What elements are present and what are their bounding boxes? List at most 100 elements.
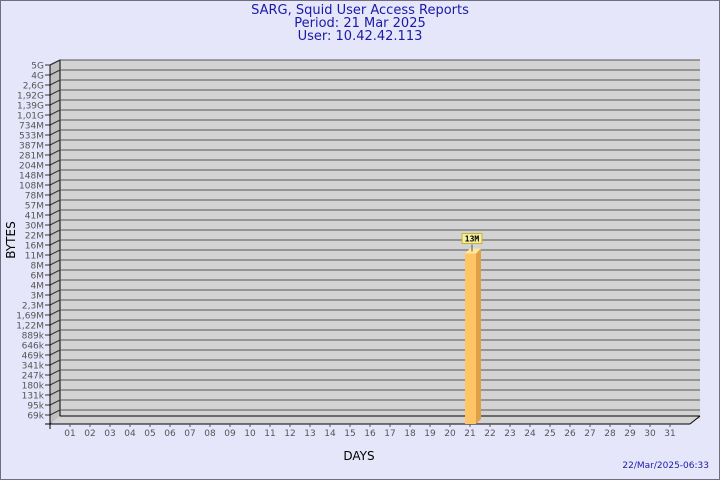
y-tick-label: 204M: [19, 162, 44, 172]
grid-slant: [49, 359, 61, 366]
grid-slant: [49, 239, 61, 246]
y-tick-label: 108M: [19, 182, 44, 192]
grid-slant: [49, 229, 61, 236]
x-tick-label: 22: [484, 429, 495, 439]
y-tick-label: 734M: [19, 122, 44, 132]
x-tick-label: 17: [384, 429, 395, 439]
y-tick-label: 1,92G: [17, 92, 44, 102]
x-tick-label: 06: [164, 429, 176, 439]
y-tick-label: 247k: [22, 372, 45, 382]
x-tick-label: 01: [64, 429, 75, 439]
y-tick-label: 1,39G: [17, 102, 44, 112]
y-tick-label: 2,3M: [22, 302, 44, 312]
grid-slant: [49, 109, 61, 116]
y-tick-label: 5G: [31, 62, 44, 72]
x-tick-label: 10: [244, 429, 256, 439]
y-tick-label: 30M: [25, 222, 44, 232]
y-tick-label: 387M: [19, 142, 44, 152]
grid-slant: [49, 59, 61, 66]
x-tick-label: 03: [104, 429, 115, 439]
chart-user: User: 10.42.42.113: [297, 29, 423, 44]
chart-period: Period: 21 Mar 2025: [294, 16, 426, 31]
y-tick-label: 1,22M: [16, 322, 44, 332]
grid-slant: [49, 289, 61, 296]
floor-right-edge: [689, 415, 701, 425]
grid-slant: [49, 329, 61, 336]
data-label-box: [461, 233, 483, 245]
x-tick-label: 07: [184, 429, 195, 439]
y-tick-label: 22M: [25, 232, 44, 242]
x-tick-label: 09: [224, 429, 236, 439]
grid-slant: [49, 79, 61, 86]
y-axis-label: BYTES: [4, 221, 18, 258]
bar-side: [476, 248, 481, 424]
grid-slant: [49, 249, 61, 256]
grid-slant: [49, 259, 61, 266]
bar-top: [465, 248, 481, 254]
grid-slant: [49, 139, 61, 146]
y-tick-label: 6M: [31, 272, 45, 282]
x-tick-label: 16: [364, 429, 376, 439]
grid-slant: [49, 319, 61, 326]
x-tick-label: 20: [444, 429, 456, 439]
grid-slant: [49, 379, 61, 386]
grid-slant: [49, 149, 61, 156]
y-tick-label: 646k: [22, 342, 45, 352]
grid-slant: [49, 129, 61, 136]
x-tick-label: 27: [584, 429, 595, 439]
grid-slant: [49, 89, 61, 96]
x-tick-label: 02: [84, 429, 95, 439]
x-tick-label: 08: [204, 429, 216, 439]
grid-slant: [49, 339, 61, 346]
grid-slant: [49, 209, 61, 216]
x-tick-label: 21: [464, 429, 475, 439]
y-tick-label: 16M: [25, 242, 44, 252]
grid-slant: [49, 389, 61, 396]
y-tick-label: 69k: [27, 412, 44, 422]
x-tick-label: 29: [624, 429, 636, 439]
y-tick-label: 3M: [31, 292, 45, 302]
grid-slant: [49, 99, 61, 106]
x-tick-label: 28: [604, 429, 616, 439]
x-tick-label: 26: [564, 429, 576, 439]
grid-slant: [49, 69, 61, 76]
x-tick-label: 30: [644, 429, 656, 439]
x-tick-label: 04: [124, 429, 136, 439]
x-tick-label: 05: [144, 429, 155, 439]
x-tick-label: 31: [664, 429, 675, 439]
generated-timestamp: 22/Mar/2025-06:33: [622, 461, 709, 471]
y-tick-label: 131k: [22, 392, 45, 402]
y-tick-label: 41M: [25, 212, 44, 222]
x-tick-label: 13: [304, 429, 315, 439]
x-tick-label: 12: [284, 429, 295, 439]
floor: [50, 416, 700, 424]
grid-slant: [49, 369, 61, 376]
x-tick-label: 15: [344, 429, 355, 439]
y-tick-label: 57M: [25, 202, 44, 212]
grid-slant: [49, 299, 61, 306]
y-tick-label: 281M: [19, 152, 44, 162]
grid-slant: [49, 159, 61, 166]
grid-slant: [49, 179, 61, 186]
grid-slant: [49, 189, 61, 196]
grid-slant: [49, 349, 61, 356]
x-tick-label: 25: [544, 429, 555, 439]
y-tick-label: 11M: [25, 252, 44, 262]
y-tick-label: 4M: [31, 282, 45, 292]
grid-slant: [49, 119, 61, 126]
y-tick-label: 341k: [22, 362, 45, 372]
y-tick-label: 533M: [19, 132, 44, 142]
y-tick-label: 1,01G: [17, 112, 44, 122]
grid-slant: [49, 309, 61, 316]
y-tick-label: 2,6G: [23, 82, 44, 92]
y-tick-label: 148M: [19, 172, 44, 182]
grid-slant: [49, 199, 61, 206]
x-tick-label: 24: [524, 429, 536, 439]
grid-slant: [49, 169, 61, 176]
y-tick-label: 889k: [22, 332, 45, 342]
x-tick-label: 11: [264, 429, 275, 439]
y-tick-label: 180k: [22, 382, 45, 392]
y-tick-label: 4G: [31, 72, 44, 82]
grid-slant: [49, 409, 61, 416]
